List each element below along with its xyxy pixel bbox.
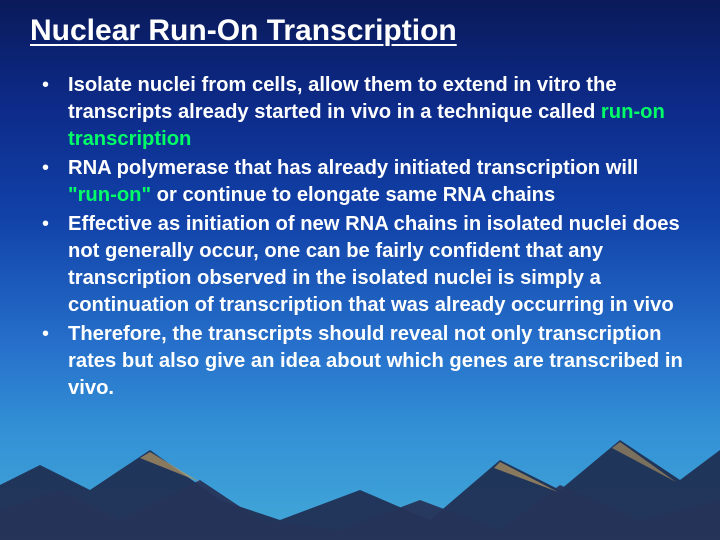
bullet-item: •Isolate nuclei from cells, allow them t… [40,72,686,153]
bullet-text: Effective as initiation of new RNA chain… [68,211,686,319]
slide: Nuclear Run-On Transcription •Isolate nu… [0,0,720,540]
bullet-text: Therefore, the transcripts should reveal… [68,321,686,402]
bullet-marker: • [40,72,68,99]
bullet-text: Isolate nuclei from cells, allow them to… [68,72,686,153]
body-text: or continue to elongate same RNA chains [151,184,555,206]
bullet-marker: • [40,155,68,182]
bullet-marker: • [40,321,68,348]
body-text: Isolate nuclei from cells, allow them to… [68,74,617,123]
bullet-item: •Therefore, the transcripts should revea… [40,321,686,402]
accent-text: "run-on" [68,184,151,206]
slide-title: Nuclear Run-On Transcription [30,14,457,48]
bullet-item: •Effective as initiation of new RNA chai… [40,211,686,319]
bullet-marker: • [40,211,68,238]
bullet-text: RNA polymerase that has already initiate… [68,155,686,209]
bullet-list: •Isolate nuclei from cells, allow them t… [40,72,686,404]
body-text: RNA polymerase that has already initiate… [68,157,638,179]
body-text: Therefore, the transcripts should reveal… [68,323,683,399]
bullet-item: •RNA polymerase that has already initiat… [40,155,686,209]
mountain-background [0,390,720,540]
body-text: Effective as initiation of new RNA chain… [68,213,680,316]
